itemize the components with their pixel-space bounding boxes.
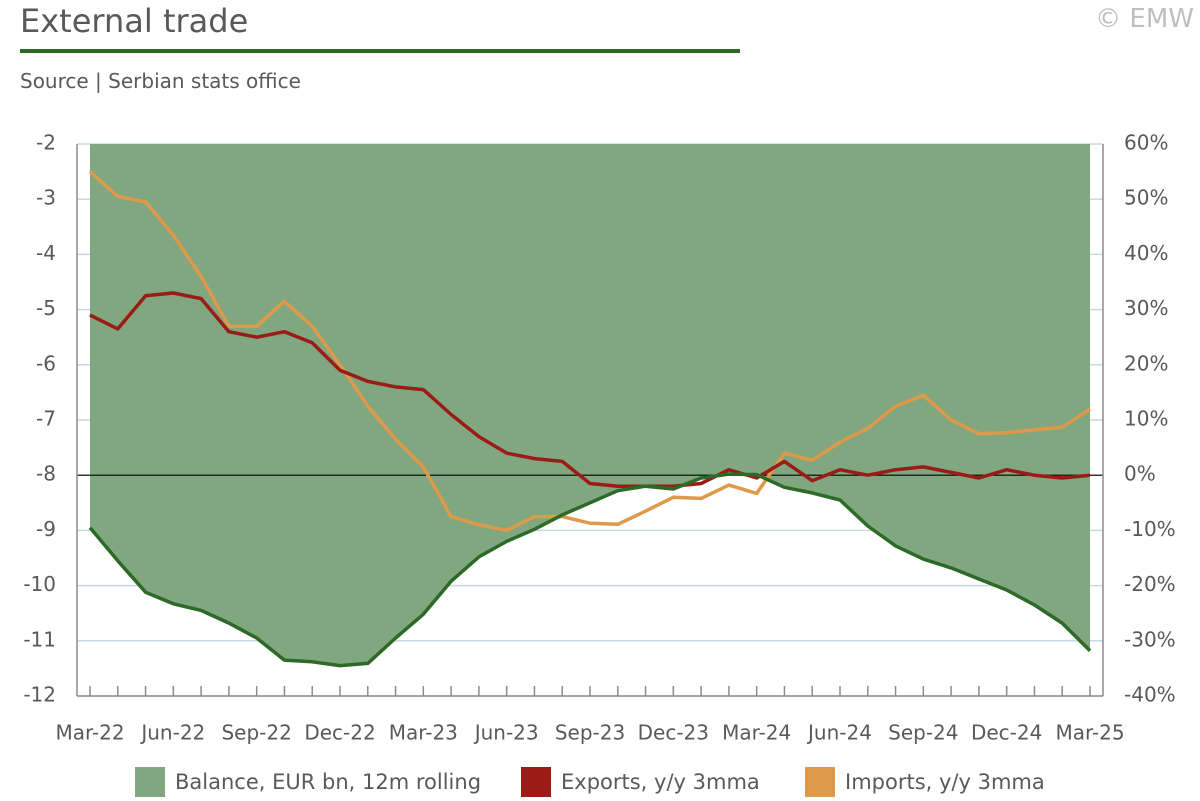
right-axis-tick-label: -40%	[1124, 683, 1176, 707]
x-axis-tick-label: Sep-22	[221, 721, 291, 745]
title-underline	[20, 49, 740, 53]
x-axis-tick-label: Jun-22	[139, 721, 205, 745]
right-axis-tick-label: 20%	[1124, 351, 1168, 375]
right-axis-tick-label: 60%	[1124, 131, 1168, 155]
x-axis-tick-label: Jun-23	[473, 721, 539, 745]
legend-swatch-exports	[521, 767, 551, 797]
left-axis-tick-label: -8	[36, 462, 56, 486]
right-axis-tick-label: -30%	[1124, 627, 1176, 651]
legend-label-balance: Balance, EUR bn, 12m rolling	[175, 770, 482, 794]
x-axis-tick-label: Mar-24	[722, 721, 791, 745]
balance-area	[90, 144, 1090, 666]
legend-item-exports: Exports, y/y 3mma	[521, 765, 760, 799]
legend-item-balance: Balance, EUR bn, 12m rolling	[135, 765, 481, 799]
left-axis-tick-label: -10	[23, 572, 56, 596]
legend-label-imports: Imports, y/y 3mma	[845, 770, 1045, 794]
exports-line	[89, 291, 1091, 488]
right-axis-tick-label: -20%	[1124, 572, 1176, 596]
right-axis-tick-label: 40%	[1124, 241, 1168, 265]
legend-item-imports: Imports, y/y 3mma	[805, 765, 1045, 799]
left-axis-tick-label: -11	[23, 627, 56, 651]
x-axis-tick-label: Dec-23	[638, 721, 709, 745]
x-axis-tick-label: Jun-24	[806, 721, 872, 745]
left-axis-tick-label: -2	[36, 131, 56, 155]
legend-swatch-balance	[135, 767, 165, 797]
x-axis-tick-label: Dec-24	[971, 721, 1042, 745]
left-axis-tick-label: -3	[36, 186, 56, 210]
left-axis-tick-label: -9	[36, 517, 56, 541]
right-axis-tick-label: 10%	[1124, 407, 1168, 431]
left-axis-tick-label: -6	[36, 351, 56, 375]
legend: Balance, EUR bn, 12m rolling Exports, y/…	[0, 765, 1200, 801]
legend-swatch-imports	[805, 767, 835, 797]
chart-subtitle: Source | Serbian stats office	[20, 69, 301, 93]
chart-canvas: -2 -3 -4 -5 -6 -7 -8 -9 -10 -11 -12 60% 50% 40% 30% 20%…	[23, 131, 1176, 745]
right-axis-tick-label: -10%	[1124, 517, 1176, 541]
left-axis-tick-label: -12	[23, 683, 56, 707]
x-axis-tick-label: Sep-24	[888, 721, 958, 745]
x-axis-tick-label: Mar-22	[55, 721, 124, 745]
right-axis-tick-label: 50%	[1124, 186, 1168, 210]
chart-title: External trade	[20, 2, 249, 40]
x-axis-tick-label: Mar-23	[389, 721, 458, 745]
copyright-label: © EMW	[1095, 4, 1194, 34]
x-axis-tick-label: Mar-25	[1055, 721, 1124, 745]
right-axis-tick-label: 30%	[1124, 296, 1168, 320]
x-axis-tick-label: Dec-22	[304, 721, 375, 745]
balance-line	[88, 472, 1092, 668]
legend-label-exports: Exports, y/y 3mma	[561, 770, 760, 794]
x-axis-tick-label: Sep-23	[555, 721, 625, 745]
left-axis-tick-label: -5	[36, 296, 56, 320]
right-axis-tick-label: 0%	[1124, 462, 1156, 486]
imports-line	[88, 170, 1091, 533]
left-axis-tick-label: -7	[36, 407, 56, 431]
left-axis-tick-label: -4	[36, 241, 56, 265]
